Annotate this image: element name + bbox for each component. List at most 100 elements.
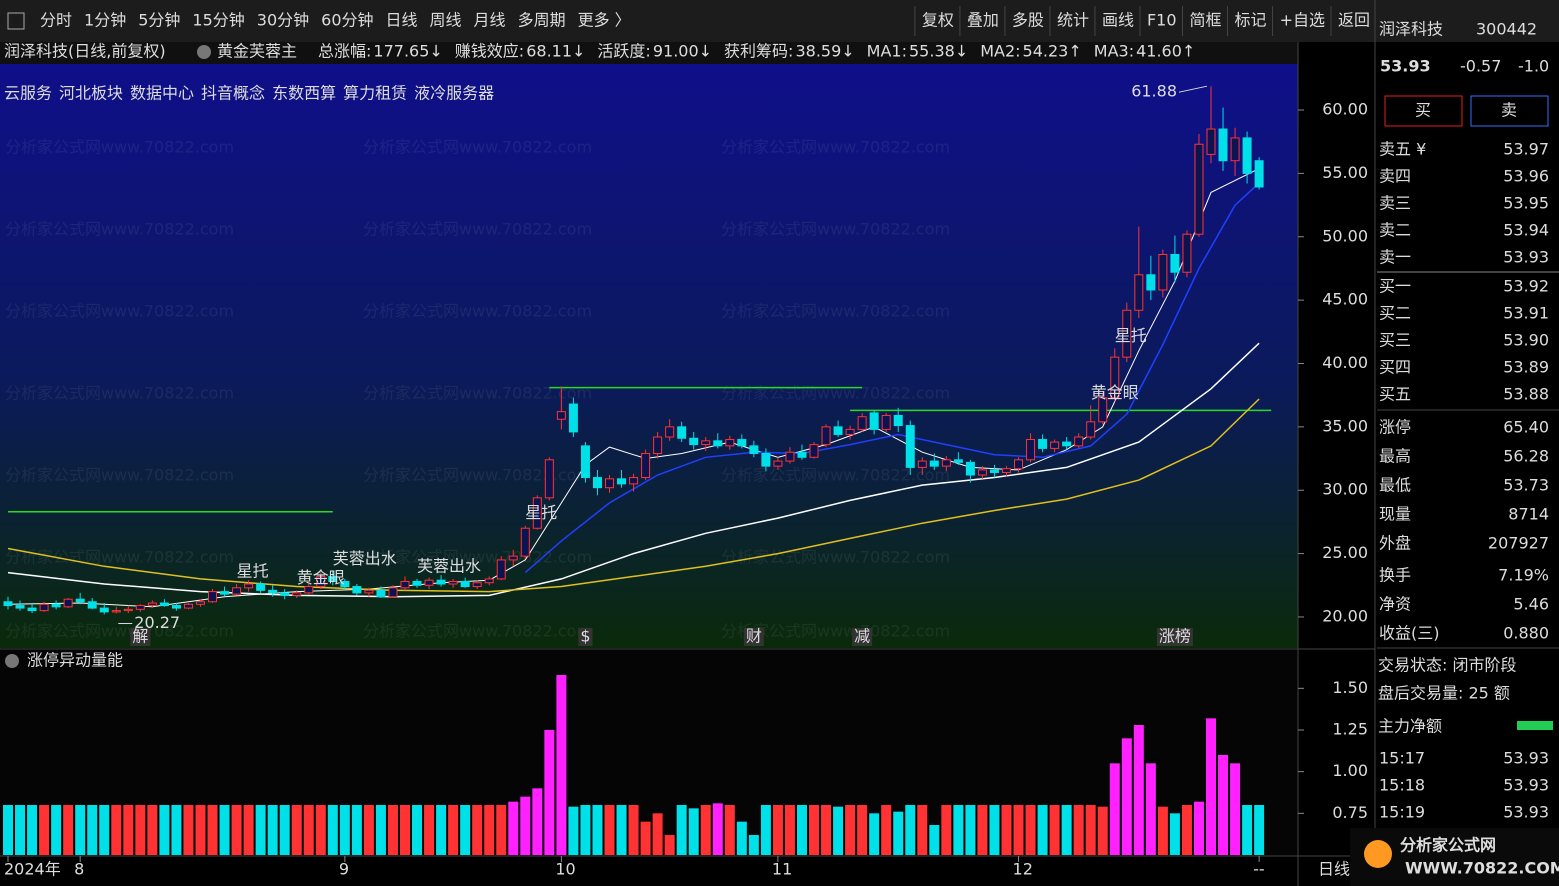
tool-button[interactable]: 标记 (1235, 11, 1267, 30)
candle-body (1134, 274, 1144, 311)
ask-price: 53.94 (1503, 221, 1549, 240)
stat-value: 38.59 (795, 42, 841, 61)
bid-label: 买四 (1379, 358, 1411, 377)
bar (39, 805, 50, 855)
tool-button[interactable]: 简框 (1190, 11, 1222, 30)
y-tick-label: 40.00 (1322, 353, 1368, 372)
stat-arrow: ↓ (429, 42, 442, 61)
logo-icon (1364, 840, 1392, 868)
candle-body (3, 601, 13, 607)
period-tab[interactable]: 更多 〉 (578, 11, 631, 30)
bar (905, 805, 916, 855)
bar (135, 805, 146, 855)
max-marker: 61.88 (1131, 82, 1177, 101)
period-tab[interactable]: 周线 (430, 11, 462, 30)
bid-label: 买三 (1379, 331, 1411, 350)
tool-button[interactable]: 叠加 (967, 11, 999, 30)
x-tick-label: -- (1253, 860, 1265, 879)
tool-button[interactable]: 画线 (1102, 11, 1134, 30)
tool-button[interactable]: 返回 (1338, 11, 1370, 30)
event-tag[interactable]: 涨榜 (1159, 627, 1191, 646)
bar (1218, 755, 1229, 855)
stat-arrow: ↑ (1068, 42, 1081, 61)
bar (821, 805, 832, 855)
menu-icon[interactable] (7, 12, 25, 30)
stat-value: 5.46 (1513, 595, 1549, 614)
candle-body (1122, 309, 1132, 358)
candle-body (965, 461, 975, 476)
candle-body (256, 583, 266, 591)
stat-label: 换手 (1379, 566, 1411, 585)
period-tab[interactable]: 15分钟 (192, 11, 244, 30)
sell-button[interactable] (1470, 95, 1549, 127)
candle-body (364, 589, 374, 594)
trade-price: 53.93 (1503, 776, 1549, 795)
bar (917, 805, 928, 855)
period-tab[interactable]: 分时 (40, 11, 72, 30)
bar (604, 805, 615, 855)
bar (893, 811, 904, 855)
period-tab[interactable]: 30分钟 (257, 11, 309, 30)
period-tab[interactable]: 多周期 (518, 11, 566, 30)
sell-label[interactable]: 卖 (1501, 101, 1517, 120)
bar (363, 805, 374, 855)
concept-tag: 云服务 (4, 84, 52, 103)
bar (580, 805, 591, 855)
bar (568, 806, 579, 855)
bar (712, 803, 723, 855)
event-tag[interactable]: $ (580, 627, 590, 646)
tool-button[interactable]: F10 (1147, 11, 1177, 30)
event-tag[interactable]: 减 (854, 627, 870, 646)
tool-button[interactable]: 统计 (1057, 11, 1089, 30)
event-tag[interactable]: 财 (746, 627, 762, 646)
bar (3, 805, 13, 855)
period-tab[interactable]: 5分钟 (138, 11, 180, 30)
y-tick-label: 55.00 (1322, 163, 1368, 182)
tool-button[interactable]: +自选 (1280, 11, 1325, 30)
bar (1157, 806, 1168, 855)
candle-body (1146, 274, 1156, 291)
collapse-icon[interactable] (5, 654, 19, 668)
net-bar (1517, 721, 1553, 730)
buy-button[interactable] (1384, 95, 1463, 127)
stat-value: 0.880 (1503, 624, 1549, 643)
tool-button[interactable]: 多股 (1012, 11, 1044, 30)
bar (1193, 801, 1204, 855)
candle-body (905, 425, 915, 468)
bar (1013, 805, 1024, 855)
period-tab[interactable]: 60分钟 (321, 11, 373, 30)
bar (412, 805, 423, 855)
candle-body (1110, 356, 1120, 399)
ask-label: 卖二 (1379, 221, 1411, 240)
bar (75, 805, 86, 855)
period-tab[interactable]: 月线 (474, 11, 506, 30)
candle-body (725, 439, 735, 447)
event-tag[interactable]: 解 (132, 627, 148, 646)
watermark: 分析家公式网www.70822.com (363, 138, 592, 157)
candle-body (159, 602, 169, 607)
candle-body (881, 414, 891, 430)
candle-body (1098, 397, 1108, 423)
candle-body (953, 459, 963, 463)
bar (27, 805, 38, 855)
y-tick-label: 35.00 (1322, 416, 1368, 435)
collapse-icon[interactable] (197, 45, 211, 59)
candle-body (917, 460, 927, 468)
watermark: 分析家公式网www.70822.com (363, 548, 592, 567)
bar (339, 805, 350, 855)
bar (375, 805, 386, 855)
watermark: 分析家公式网www.70822.com (721, 548, 950, 567)
stat-arrow: ↓ (955, 42, 968, 61)
stat-label: 涨停 (1379, 418, 1411, 437)
tool-button[interactable]: 复权 (922, 11, 954, 30)
candle-body (737, 439, 747, 447)
watermark: 分析家公式网www.70822.com (721, 622, 950, 641)
candle-body (869, 412, 879, 430)
trade-time: 15:17 (1379, 749, 1425, 768)
buy-label[interactable]: 买 (1415, 101, 1431, 120)
period-tab[interactable]: 日线 (386, 11, 418, 30)
candle-body (1062, 441, 1072, 447)
bar (436, 805, 447, 855)
period-tab[interactable]: 1分钟 (84, 11, 126, 30)
bar (448, 805, 459, 855)
